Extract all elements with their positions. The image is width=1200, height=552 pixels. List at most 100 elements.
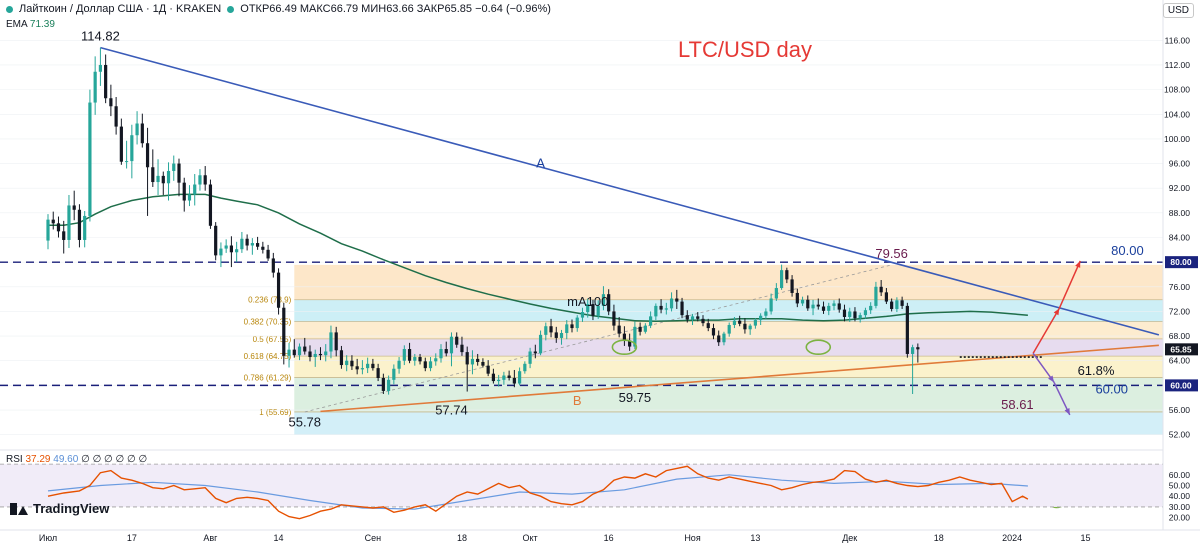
candle-body [439,349,443,359]
candle-body [177,163,181,183]
candle-body [821,306,826,311]
candle-body [140,123,144,144]
candle-body [229,245,233,253]
candle-body [308,351,312,358]
candle-body [507,375,511,378]
candle-body [156,175,160,183]
price-tick-label: 84.00 [1169,233,1191,243]
litecoin-icon [6,5,13,13]
time-tick-label: Окт [522,533,537,543]
rsi-tick-label: 40.00 [1169,491,1191,501]
tradingview-logo[interactable]: TradingView [10,501,109,516]
candle-body [617,325,621,334]
rsi-value: 37.29 [25,454,51,465]
candle-body [654,305,658,317]
candle-body [67,205,71,240]
fib-level-label: 0.618 (64.75) [244,352,292,361]
candle-body [476,358,480,362]
fib-bands: 0.236 (73.9) 0.382 (70.35) 0.5 (67.55) 0.61… [244,264,1163,435]
price-tick-label: 88.00 [1169,208,1191,218]
candle-body [612,311,616,326]
candle-body [413,357,417,361]
candle-body [287,349,291,356]
arrow-up-b [1058,260,1081,309]
candle-body [376,368,380,378]
candle-body [523,363,527,372]
candle-body [512,377,516,384]
candle-body [423,361,427,369]
annotation-label: 114.82 [81,29,120,44]
candle-body [884,292,888,302]
candle-body [402,349,406,361]
candle-body [88,102,92,216]
candle-body [774,288,778,299]
candle-body [407,349,412,361]
time-tick-label: Авг [203,533,218,543]
candle-body [444,349,448,354]
candle-body [366,363,370,369]
candle-body [900,300,904,306]
time-tick-label: 18 [457,533,467,543]
fib-level-label: 0.786 (61.29) [244,373,292,382]
candle-body [72,205,76,210]
arrow-down-a-head [1048,375,1055,383]
candle-body [685,315,689,320]
price-tick-label: 116.00 [1165,35,1191,45]
candle-body [890,301,894,309]
candle-body [863,310,868,316]
candle-body [544,326,548,335]
last-price-label: 65.85 [1170,344,1192,354]
candle-body [455,336,459,345]
candle-body [418,357,422,362]
candle-body [565,324,569,334]
candle-body [203,175,207,185]
candle-body [586,304,590,313]
fib-level-label: 1 (55.69) [259,408,291,417]
candle-body [748,325,752,330]
fib-band [294,377,1163,412]
candle-body [680,301,684,316]
candle-body [869,305,873,311]
candle-body [497,379,501,382]
candle-body [533,351,537,354]
candle-body [491,373,495,382]
arrow-up-b-head [1075,260,1081,268]
candle-body [397,360,401,369]
candle-body [161,175,165,184]
candle-body [355,366,359,370]
rsi-line [47,465,1029,520]
candle-body [104,64,108,99]
candle-body [303,346,307,352]
symbol-label[interactable]: Лайткоин / Доллар США · 1Д · KRAKEN [19,3,222,15]
time-axis: Июл 17 Авг 14 Сен 18 Окт 16 Ноя 13 Дек 18 2024 15 [0,529,1200,543]
candle-body [837,303,841,310]
candle-body [297,346,302,356]
candle-body [214,225,218,256]
time-tick-label: 14 [274,533,284,543]
price-tick-label: 52.00 [1169,430,1191,440]
candle-body [643,325,647,332]
candle-body [166,170,171,184]
candle-body [208,184,213,226]
candle-body [62,231,66,240]
candle-body [858,315,862,319]
candle-body [622,333,626,341]
rsi-legend[interactable]: RSI 37.29 49.60 ∅ ∅ ∅ ∅ ∅ ∅ [6,454,147,465]
arrow-up-a [1032,307,1060,354]
candle-body [465,352,469,365]
candle-body [256,243,260,247]
currency-selector[interactable]: USD [1162,3,1194,18]
ema-legend[interactable]: EMA 71.39 [6,19,55,30]
candle-body [570,324,574,329]
rsi-pane [0,449,1163,520]
annotation-label: 57.74 [435,402,468,417]
candle-body [879,286,883,293]
candle-body [339,350,344,366]
candle-body [329,332,333,352]
candle-body [800,299,805,304]
candle-body [601,294,606,306]
candle-body [145,143,150,168]
candle-body [764,311,768,316]
